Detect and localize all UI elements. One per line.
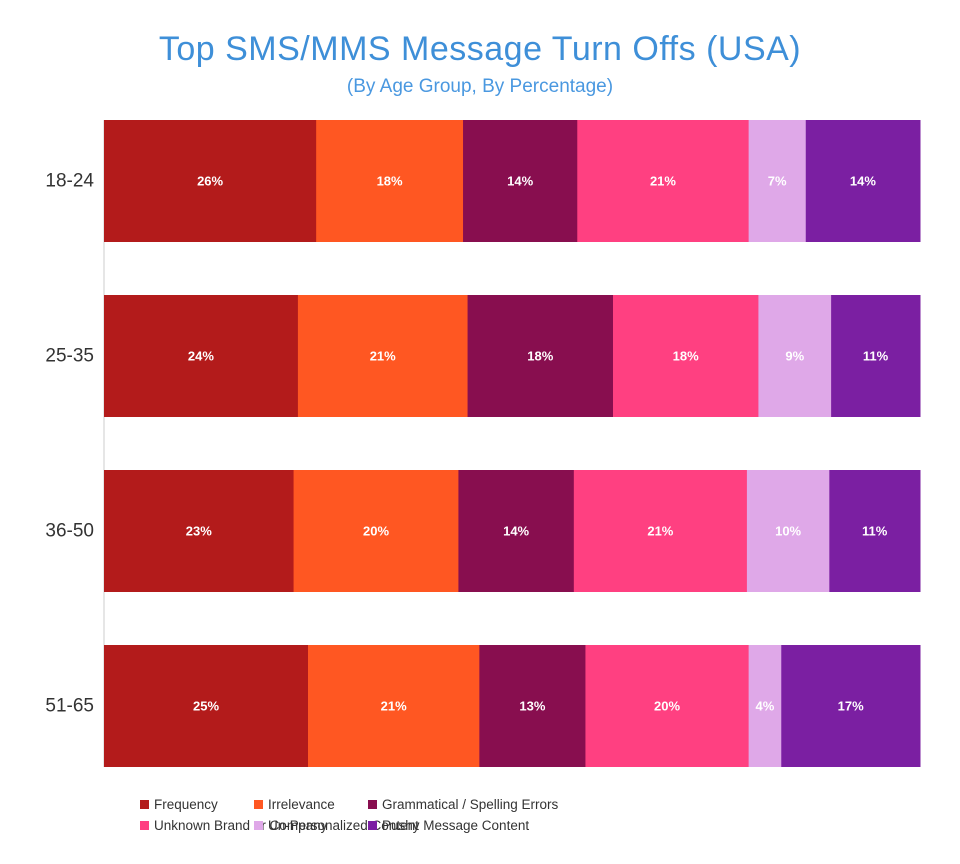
legend-item: Frequency [140, 794, 254, 815]
data-label: 7% [768, 174, 787, 189]
data-label: 17% [838, 699, 864, 714]
legend-label: Un-Personalized Content [268, 818, 419, 833]
data-label: 21% [370, 349, 396, 364]
bar-segment [748, 120, 807, 242]
data-label: 18% [377, 174, 403, 189]
bar-segment [746, 470, 830, 592]
legend-item: Irrelevance [254, 794, 368, 815]
bar-segment [748, 645, 782, 767]
legend-swatch [254, 821, 263, 830]
data-label: 24% [188, 349, 214, 364]
bar-segment [104, 645, 309, 767]
chart-title: Top SMS/MMS Message Turn Offs (USA) [158, 30, 802, 68]
legend-item: Pushy Message Content [368, 815, 588, 836]
bar-segment [781, 645, 921, 767]
data-label: 13% [519, 699, 545, 714]
data-label: 23% [186, 524, 212, 539]
data-label: 18% [673, 349, 699, 364]
bar-segment [104, 470, 295, 592]
data-label: 11% [863, 349, 889, 364]
bar-segment [612, 295, 759, 417]
legend-item: Unknown Brand or Company [140, 815, 327, 836]
data-label: 18% [527, 349, 553, 364]
data-label: 20% [363, 524, 389, 539]
category-label: 51-65 [45, 696, 94, 717]
chart-subtitle: (By Age Group, By Percentage) [346, 76, 614, 97]
data-label: 21% [381, 699, 407, 714]
stacked-bar-chart: 18-24 26% 18% 14% 21% 7% 14% 25-35 24% 21% 18% 18% 9… [45, 120, 921, 767]
bar-segment [467, 295, 614, 417]
legend-label: Grammatical / Spelling Errors [382, 797, 559, 812]
category-label: 18-24 [45, 171, 94, 192]
legend-label: Unknown Brand or Company [154, 818, 328, 833]
bar-segment [758, 295, 832, 417]
data-label: 14% [850, 174, 876, 189]
data-label: 9% [785, 349, 804, 364]
data-label: 4% [756, 699, 775, 714]
legend-item: Grammatical / Spelling Errors [368, 794, 588, 815]
bar-segment [831, 295, 921, 417]
bar-segment [458, 470, 575, 592]
bar-segment [577, 120, 750, 242]
data-label: 25% [193, 699, 219, 714]
legend-swatch [368, 821, 377, 830]
legend-label: Pushy Message Content [382, 818, 530, 833]
bar-segment [104, 295, 299, 417]
bar-segment [829, 470, 921, 592]
legend-swatch [140, 800, 149, 809]
bar-segment [293, 470, 459, 592]
bar-segment [297, 295, 469, 417]
legend-swatch [140, 821, 149, 830]
bar-segment [463, 120, 578, 242]
data-label: 10% [775, 524, 801, 539]
bar-segment [573, 470, 748, 592]
data-label: 11% [862, 524, 888, 539]
bar-segment [805, 120, 921, 242]
data-label: 14% [503, 524, 529, 539]
legend-swatch [368, 800, 377, 809]
legend-label: Frequency [154, 797, 218, 812]
legend-swatch [254, 800, 263, 809]
category-label: 36-50 [45, 521, 94, 542]
data-label: 21% [647, 524, 673, 539]
bar-segment [104, 120, 317, 242]
bar-segment [585, 645, 750, 767]
bar-segment [316, 120, 464, 242]
legend-label: Irrelevance [268, 797, 335, 812]
category-label: 25-35 [45, 346, 94, 367]
legend-item: Un-Personalized Content [254, 815, 419, 836]
data-label: 20% [654, 699, 680, 714]
chart-legend: Frequency Irrelevance Grammatical / Spelli… [140, 794, 860, 836]
data-label: 21% [650, 174, 676, 189]
data-label: 14% [507, 174, 533, 189]
bar-segment [308, 645, 480, 767]
data-label: 26% [197, 174, 223, 189]
bar-segment [479, 645, 586, 767]
